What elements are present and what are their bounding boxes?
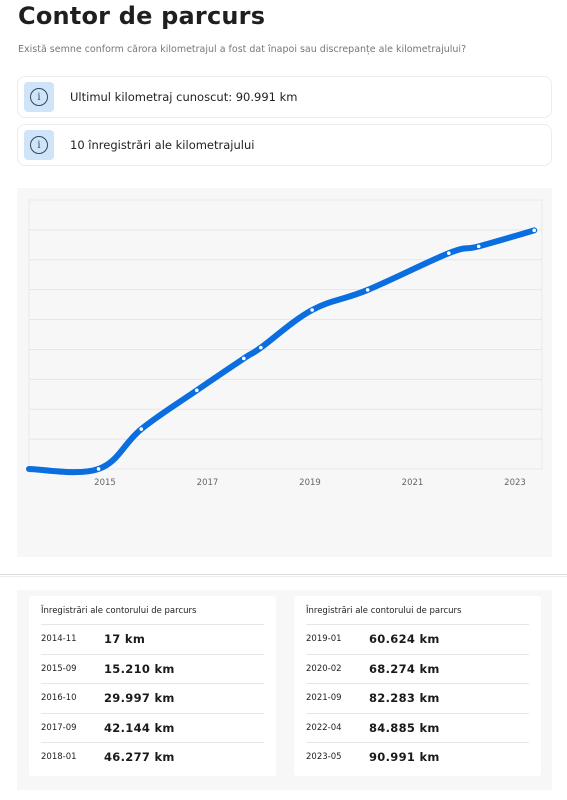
info-icon: i	[30, 88, 48, 106]
table-row: 2016-10 29.997 km	[41, 683, 264, 713]
table-row: 2015-09 15.210 km	[41, 653, 264, 684]
records-table-heading: Înregistrări ale contorului de parcurs	[306, 606, 462, 616]
plot-area	[28, 199, 543, 470]
info-card-last-mileage: i Ultimul kilometraj cunoscut: 90.991 km	[17, 76, 552, 118]
mileage-chart-panel: 2015 2017 2019 2021 2023	[17, 188, 552, 557]
table-row: 2021-09 82.283 km	[306, 683, 529, 713]
x-tick-label: 2021	[402, 478, 424, 488]
table-row: 2023-05 90.991 km	[306, 742, 529, 772]
info-icon: i	[30, 136, 48, 154]
page-title: Contor de parcurs	[18, 2, 266, 30]
records-table: Înregistrări ale contorului de parcurs 2…	[294, 596, 541, 776]
records-table-heading: Înregistrări ale contorului de parcurs	[41, 606, 197, 616]
data-point[interactable]	[446, 250, 452, 256]
record-mileage: 46.277 km	[104, 750, 175, 765]
table-row: 2014-11 17 km	[41, 624, 264, 654]
record-mileage: 29.997 km	[104, 691, 175, 706]
divider	[0, 574, 567, 575]
table-row: 2017-09 42.144 km	[41, 712, 264, 743]
info-icon-box: i	[24, 130, 54, 160]
info-card-record-count: i 10 înregistrări ale kilometrajului	[17, 124, 552, 166]
record-mileage: 68.274 km	[369, 661, 440, 676]
data-point[interactable]	[241, 355, 247, 362]
record-date: 2018-01	[41, 752, 77, 763]
record-date: 2022-04	[306, 722, 342, 733]
table-row: 2022-04 84.885 km	[306, 712, 529, 743]
record-mileage: 82.283 km	[369, 691, 440, 706]
record-mileage: 17 km	[104, 632, 146, 647]
data-point[interactable]	[531, 227, 537, 233]
record-mileage: 42.144 km	[104, 720, 175, 735]
info-icon-box: i	[24, 82, 54, 112]
record-date: 2014-11	[41, 634, 77, 645]
table-row: 2019-01 60.624 km	[306, 624, 529, 654]
record-date: 2017-09	[41, 722, 77, 733]
record-date: 2021-09	[306, 693, 342, 704]
record-date: 2020-02	[306, 663, 342, 674]
info-card-text: Ultimul kilometraj cunoscut: 90.991 km	[70, 90, 298, 104]
info-card-text: 10 înregistrări ale kilometrajului	[70, 138, 255, 152]
data-point[interactable]	[138, 426, 144, 432]
records-table: Înregistrări ale contorului de parcurs 2…	[29, 596, 276, 776]
x-tick-label: 2015	[94, 478, 116, 488]
record-date: 2023-05	[306, 752, 342, 763]
divider	[0, 576, 567, 577]
x-tick-label: 2017	[197, 478, 219, 488]
record-date: 2019-01	[306, 634, 342, 645]
data-point[interactable]	[309, 307, 315, 313]
data-point[interactable]	[95, 466, 102, 472]
record-mileage: 84.885 km	[369, 720, 440, 735]
page-subtitle: Există semne conform cărora kilometrajul…	[18, 44, 467, 55]
data-point[interactable]	[365, 287, 371, 293]
table-row: 2018-01 46.277 km	[41, 742, 264, 772]
record-mileage: 90.991 km	[369, 750, 440, 765]
data-point[interactable]	[476, 243, 482, 249]
record-date: 2016-10	[41, 693, 77, 704]
data-point[interactable]	[194, 387, 200, 393]
data-point[interactable]	[258, 345, 264, 351]
x-tick-label: 2019	[299, 478, 321, 488]
record-date: 2015-09	[41, 663, 77, 674]
table-row: 2020-02 68.274 km	[306, 653, 529, 684]
records-panel: Înregistrări ale contorului de parcurs 2…	[17, 590, 552, 790]
record-mileage: 60.624 km	[369, 632, 440, 647]
mileage-line-chart: 2015 2017 2019 2021 2023	[26, 199, 543, 488]
x-tick-label: 2023	[504, 478, 526, 488]
record-mileage: 15.210 km	[104, 661, 175, 676]
